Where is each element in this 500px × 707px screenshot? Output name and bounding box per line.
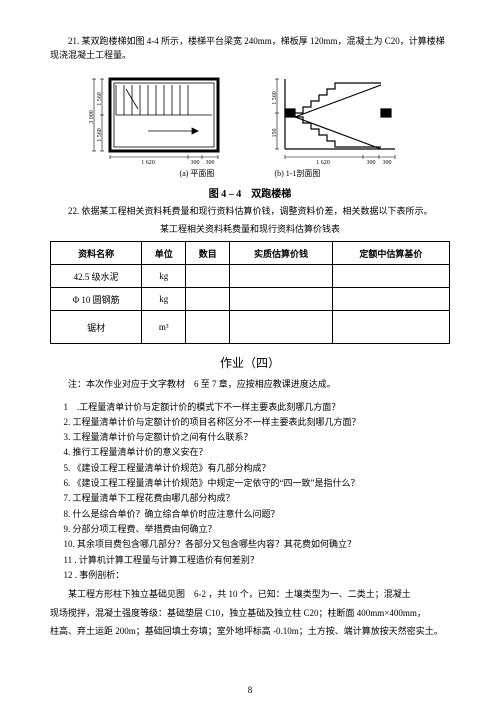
- cell: [186, 288, 230, 311]
- figure-section: 1 560 150 1 620 300 300: [263, 71, 413, 166]
- q-item: 3. 工程量清单计价与定额计价之间有什么联系？: [64, 430, 451, 445]
- cell: [332, 288, 449, 311]
- assignment-note: 注：本次作业对应于文字教材 6 至 7 章，应按相应教课进度达成。: [50, 377, 450, 391]
- svg-text:1 620: 1 620: [316, 160, 330, 166]
- svg-text:300: 300: [382, 160, 391, 166]
- th-price: 实质估算价钱: [230, 242, 333, 265]
- svg-text:1 560: 1 560: [272, 91, 278, 105]
- example-line-3: 柱高、弃土运距 200m；基础回填土夯填；室外地坪标高 -0.10m；土方按、端…: [50, 624, 450, 638]
- svg-text:300: 300: [205, 160, 214, 166]
- th-unit: 单位: [142, 242, 186, 265]
- question-21: 21. 某双跑楼梯如图 4-4 所示，楼梯平台梁宽 240mm，梯板厚 120m…: [50, 34, 450, 63]
- figure-row: 1 560 1 560 3 000 1 620 300 300: [50, 71, 450, 166]
- q-item: 4. 推行工程量清单计价的意义安在？: [64, 445, 451, 460]
- cell: [186, 265, 230, 288]
- q-item: 8. 什么是综合单价？确立综合单价时应注意什么问题？: [64, 507, 451, 522]
- figure-plan: 1 560 1 560 3 000 1 620 300 300: [88, 71, 238, 166]
- svg-text:1 560: 1 560: [97, 92, 103, 106]
- q-item: 1 .工程量清单计价与定额计价的模式下不一样主要表此刻哪几方面？: [74, 400, 450, 415]
- caption-a: (a) 平面图: [180, 168, 215, 179]
- example-line-1: 某工程方形柱下独立基础见图 6-2 ，共 10 个，已知：土壤类型为一、二类土；…: [50, 587, 450, 601]
- page-number: 8: [0, 685, 500, 695]
- th-name: 资料名称: [51, 242, 142, 265]
- assignment-title: 作业（四）: [50, 354, 450, 371]
- q-item: 12 . 事例剖析：: [64, 568, 451, 583]
- materials-table: 资料名称 单位 数目 实质估算价钱 定额中估算基价 42.5 级水泥 kg Φ …: [50, 241, 450, 344]
- cell: Φ 10 圆钢筋: [51, 288, 142, 311]
- q-item: 11 . 计算机计算工程量与计算工程造价有何差别？: [64, 553, 451, 568]
- svg-text:300: 300: [366, 160, 375, 166]
- th-qty: 数目: [186, 242, 230, 265]
- svg-text:1 620: 1 620: [141, 160, 155, 166]
- cell: 42.5 级水泥: [51, 265, 142, 288]
- cell: m³: [142, 311, 186, 344]
- question-list: 1 .工程量清单计价与定额计价的模式下不一样主要表此刻哪几方面？ 2. 工程量清…: [50, 400, 450, 584]
- cell: 锯材: [51, 311, 142, 344]
- q-item: 5. 《建设工程工程量清单计价规范》有几部分构成？: [64, 461, 451, 476]
- q-item: 10. 其余项目费包含哪几部分？各部分又包含哪些内容？其花费如何确立？: [64, 537, 451, 552]
- question-22: 22. 依据某工程相关资料耗费量和现行资料估算价钱，调整资料价差，相关数据以下表…: [50, 204, 450, 218]
- th-base: 定额中估算基价: [332, 242, 449, 265]
- cell: [332, 311, 449, 344]
- caption-b: (b) 1-1剖面图: [274, 168, 320, 179]
- cell: [332, 265, 449, 288]
- cell: [230, 311, 333, 344]
- q-item: 6. 《建设工程工程量清单计价规范》中规定一定依守的“四一致”是指什么？: [64, 476, 451, 491]
- cell: [230, 265, 333, 288]
- example-line-2: 现场搅拌，混凝土强度等级：基础垫层 C10，独立基础及独立柱 C20；柱断面 4…: [50, 606, 450, 620]
- figure-title: 图 4 – 4 双跑楼梯: [50, 185, 450, 200]
- svg-text:150: 150: [272, 128, 278, 137]
- cell: [186, 311, 230, 344]
- cell: kg: [142, 265, 186, 288]
- svg-text:3 000: 3 000: [89, 110, 95, 124]
- svg-text:300: 300: [190, 160, 199, 166]
- cell: kg: [142, 288, 186, 311]
- svg-text:1 560: 1 560: [97, 128, 103, 142]
- q-item: 2. 工程量清单计价与定额计价的项目名称区分不一样主要表此刻哪几方面？: [64, 415, 451, 430]
- table-caption: 某工程相关资料耗费量和现行资料估算价钱表: [50, 222, 450, 235]
- figure-subcaptions: (a) 平面图 (b) 1-1剖面图: [50, 168, 450, 179]
- cell: [230, 288, 333, 311]
- q-item: 7. 工程量清单下工程花费由哪几部分构成？: [64, 491, 451, 506]
- q-item: 9. 分部分项工程费、举措费由何确立？: [64, 522, 451, 537]
